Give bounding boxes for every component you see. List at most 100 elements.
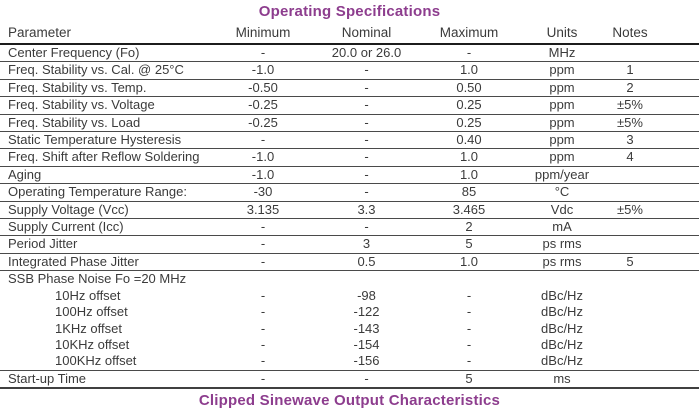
cell-notes: [605, 166, 699, 185]
cell-parameter: Aging: [0, 166, 212, 185]
cell-maximum: -: [466, 304, 472, 320]
cell-parameter: Period Jitter: [0, 235, 212, 254]
cell-minimum: -0.25: [212, 96, 314, 115]
cell-notes: [605, 370, 699, 390]
cell-nominal: -154: [353, 336, 380, 352]
cell-parameter: Freq. Stability vs. Cal. @ 25°C: [0, 61, 212, 80]
cell-parameter: Supply Current (Icc): [0, 218, 212, 237]
cell-parameter: Start-up Time: [0, 370, 212, 390]
cell-notes: 3: [605, 131, 699, 150]
cell-parameter: Operating Temperature Range:: [0, 183, 212, 202]
cell-maximum: 1.0: [419, 148, 519, 167]
cell-notes: [605, 337, 699, 353]
table-row: Supply Voltage (Vcc) 3.135 3.3 3.465 Vdc ±5%: [0, 201, 699, 220]
cell-maximum: 0.50: [419, 79, 519, 98]
cell-maximum: 3.465: [419, 201, 519, 220]
table-row: Supply Current (Icc) - -2 mA: [0, 218, 699, 237]
cell-nominal: -: [314, 61, 419, 80]
cell-maximum: 2: [419, 218, 519, 237]
cell-nominal: -156: [314, 353, 419, 371]
table-row: 10KHz offset - -154 - dBc/Hz: [0, 337, 699, 353]
cell-nominal: -: [314, 79, 419, 98]
table-row: Start-up Time - -5 ms: [0, 370, 699, 390]
cell-minimum: -: [212, 44, 314, 63]
cell-nominal: 3: [314, 235, 419, 254]
cell-nominal: -: [314, 148, 419, 167]
cell-parameter: Freq. Stability vs. Load: [0, 114, 212, 133]
cell-notes: [605, 321, 699, 337]
cell-notes: 4: [605, 148, 699, 167]
cell-minimum: -1.0: [212, 61, 314, 80]
column-header-units: Units: [519, 24, 605, 45]
cell-nominal: -: [314, 183, 419, 202]
column-header-nominal: Nominal: [314, 24, 419, 45]
cell-notes: ±5%: [605, 96, 699, 115]
page-title: Operating Specifications: [258, 3, 441, 20]
cell-units: ps rms: [519, 253, 605, 272]
cell-notes: 5: [605, 253, 699, 272]
cell-minimum: -: [212, 253, 314, 272]
cell-units: ms: [519, 370, 605, 390]
table-row: 1KHz offset - -143 - dBc/Hz: [0, 321, 699, 337]
cell-parameter: 10KHz offset: [55, 336, 130, 352]
cell-parameter: Center Frequency (Fo): [0, 44, 212, 63]
cell-nominal: 0.5: [314, 253, 419, 272]
cell-minimum: [212, 271, 314, 288]
table-row: SSB Phase Noise Fo =20 MHz: [0, 271, 699, 288]
cell-minimum: -1.0: [212, 148, 314, 167]
cell-maximum: -: [466, 320, 472, 336]
cell-units: dBc/Hz: [541, 336, 583, 352]
cell-units: ppm: [519, 96, 605, 115]
cell-units: ppm: [519, 79, 605, 98]
header-row: Parameter Minimum Nominal Maximum Units …: [0, 24, 699, 45]
cell-minimum: -: [212, 131, 314, 150]
cell-maximum: 1.0: [419, 166, 519, 185]
cell-maximum: 0.40: [419, 131, 519, 150]
table-row: 100KHz offset - -156- dBc/Hz: [0, 353, 699, 371]
cell-maximum: [419, 271, 519, 288]
cell-notes: 2: [605, 79, 699, 98]
cell-nominal: 3.3: [314, 201, 419, 220]
cell-minimum: -: [260, 287, 266, 303]
cell-units: ps rms: [519, 235, 605, 254]
cell-parameter: Freq. Stability vs. Voltage: [0, 96, 212, 115]
spec-table-body: Center Frequency (Fo) -20.0 or 26.0- MHz Fr…: [0, 44, 699, 390]
cell-maximum: 0.25: [419, 96, 519, 115]
cell-nominal: -: [314, 166, 419, 185]
cell-units: dBc/Hz: [519, 353, 605, 371]
cell-minimum: -: [260, 320, 266, 336]
cell-units: ppm: [519, 148, 605, 167]
cell-notes: 1: [605, 61, 699, 80]
cell-notes: ±5%: [605, 201, 699, 220]
table-row: Static Temperature Hysteresis - -0.40 ppm 3: [0, 131, 699, 150]
cell-maximum: 5: [419, 235, 519, 254]
table-row: Freq. Stability vs. Voltage -0.25-0.25 ppm…: [0, 96, 699, 115]
cell-parameter: 10Hz offset: [55, 287, 121, 303]
cell-nominal: -: [314, 96, 419, 115]
cell-parameter: 1KHz offset: [55, 320, 122, 336]
cell-maximum: -: [419, 44, 519, 63]
cell-minimum: 3.135: [212, 201, 314, 220]
table-row: Center Frequency (Fo) -20.0 or 26.0- MHz: [0, 44, 699, 63]
table-row: Period Jitter -3 5 ps rms: [0, 235, 699, 254]
cell-notes: [605, 183, 699, 202]
cell-minimum: -1.0: [212, 166, 314, 185]
table-row: Freq. Shift after Reflow Soldering -1.0-1…: [0, 148, 699, 167]
cell-nominal: -: [314, 114, 419, 133]
cell-minimum: -: [260, 304, 266, 320]
cell-units: ppm: [519, 131, 605, 150]
cell-notes: [605, 288, 699, 304]
cell-units: mA: [519, 218, 605, 237]
table-row: 10Hz offset - -98 - dBc/Hz: [0, 288, 699, 304]
cell-nominal: 20.0 or 26.0: [314, 44, 419, 63]
cell-maximum: 5: [419, 370, 519, 390]
cell-units: ppm: [519, 61, 605, 80]
cell-units: dBc/Hz: [541, 320, 583, 336]
cell-minimum: -: [212, 218, 314, 237]
column-header-parameter: Parameter: [0, 24, 212, 45]
cell-minimum: -: [212, 353, 314, 371]
cell-nominal: [314, 271, 419, 288]
table-row: Freq. Stability vs. Load -0.25-0.25 ppm ±5%: [0, 114, 699, 133]
cell-notes: [605, 235, 699, 254]
datasheet-page: Operating Specifications Parameter Minim…: [0, 3, 699, 409]
